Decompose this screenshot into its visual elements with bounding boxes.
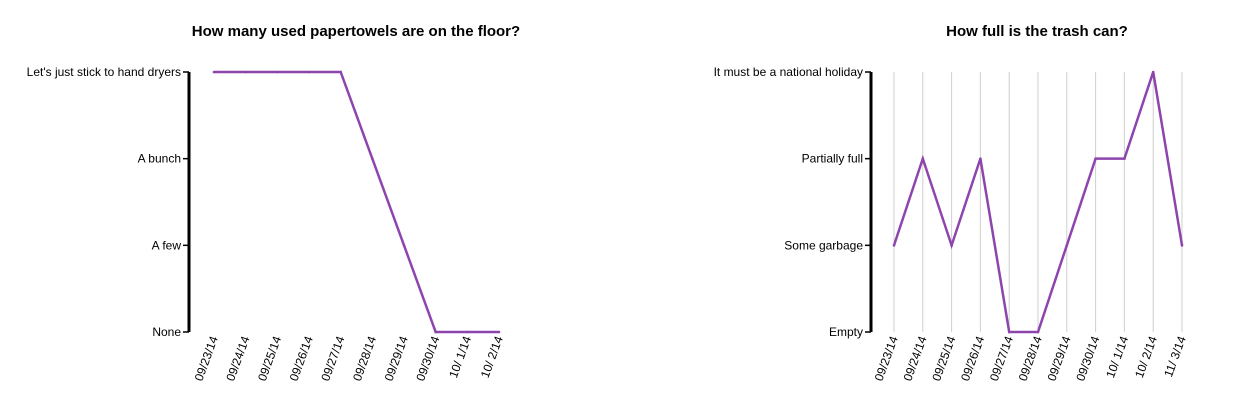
chart-2-x-tick-label: 09/25/14: [929, 334, 958, 383]
chart-1-data-point: [371, 157, 374, 160]
chart-1-y-tick-label: None: [152, 325, 181, 339]
chart-1-title: How many used papertowels are on the flo…: [192, 23, 520, 40]
chart-2-data-point: [1036, 330, 1040, 334]
chart-2: How full is the trash can? Empty Some garb…: [714, 23, 1189, 383]
chart-1-data-point: [307, 70, 311, 74]
chart-1-x-tick-label: 09/23/14: [192, 334, 221, 383]
chart-2-x-tick-label: 09/28/14: [1016, 334, 1045, 383]
chart-1-y-tick-label: A few: [152, 238, 182, 252]
chart-2-data-point: [1151, 70, 1155, 74]
chart-1-x-tick-label: 09/30/14: [413, 334, 442, 383]
chart-2-y-tick-label: It must be a national holiday: [714, 65, 863, 79]
chart-2-data-point: [892, 244, 896, 247]
chart-1: How many used papertowels are on the flo…: [27, 23, 521, 383]
chart-2-data-point: [979, 157, 982, 160]
chart-1-data-point: [434, 330, 437, 334]
chart-2-x-tick-label: 10/ 1/14: [1103, 334, 1131, 380]
chart-2-x-tick-label: 09/29/14: [1044, 334, 1073, 383]
chart-1-x-tick-label: 10/ 1/14: [446, 334, 474, 380]
chart-2-x-tick-label: 10/ 2/14: [1132, 334, 1160, 380]
chart-1-data-point: [244, 70, 247, 74]
chart-1-y-tick-label: Let's just stick to hand dryers: [27, 65, 181, 79]
chart-1-x-tick-label: 09/24/14: [223, 334, 252, 383]
chart-2-x-tick-label: 09/24/14: [900, 334, 929, 383]
chart-1-y-tick-label: A bunch: [138, 152, 181, 166]
chart-1-x-tick-label: 09/27/14: [318, 334, 347, 383]
chart-1-x-tick-label: 10/ 2/14: [478, 334, 506, 380]
chart-2-y-tick-label: Empty: [829, 325, 863, 339]
chart-1-x-tick-label: 09/26/14: [287, 334, 316, 383]
chart-2-x-tick-label: 09/27/14: [987, 334, 1016, 383]
chart-2-data-point: [1123, 157, 1126, 160]
chart-2-x-tick-label: 09/30/14: [1073, 334, 1102, 383]
chart-2-x-tick-label: 09/26/14: [958, 334, 987, 383]
chart-1-data-point: [212, 70, 216, 74]
chart-2-y-tick-label: Partially full: [802, 152, 863, 166]
chart-2-data-point: [1007, 330, 1011, 334]
chart-2-title: How full is the trash can?: [946, 23, 1128, 40]
chart-2-data-point: [950, 244, 953, 247]
chart-2-data-point: [1180, 244, 1184, 247]
chart-2-data-point: [1065, 244, 1069, 247]
chart-1-data-point: [402, 244, 406, 247]
chart-2-data-point: [1094, 157, 1097, 160]
chart-1-x-tick-label: 09/25/14: [255, 334, 284, 383]
chart-1-data-point: [497, 330, 501, 334]
chart-1-data-point: [276, 70, 279, 74]
chart-2-y-tick-label: Some garbage: [784, 238, 863, 252]
chart-2-data-point: [921, 157, 925, 160]
chart-1-x-tick-label: 09/29/14: [382, 334, 411, 383]
chart-2-x-tick-label: 09/23/14: [872, 334, 901, 383]
chart-1-data-point: [339, 70, 342, 74]
chart-1-series-line: [214, 70, 499, 334]
chart-1-data-point: [466, 330, 469, 334]
chart-1-x-tick-label: 09/28/14: [350, 334, 379, 383]
chart-2-x-tick-label: 11/ 3/14: [1161, 334, 1189, 379]
